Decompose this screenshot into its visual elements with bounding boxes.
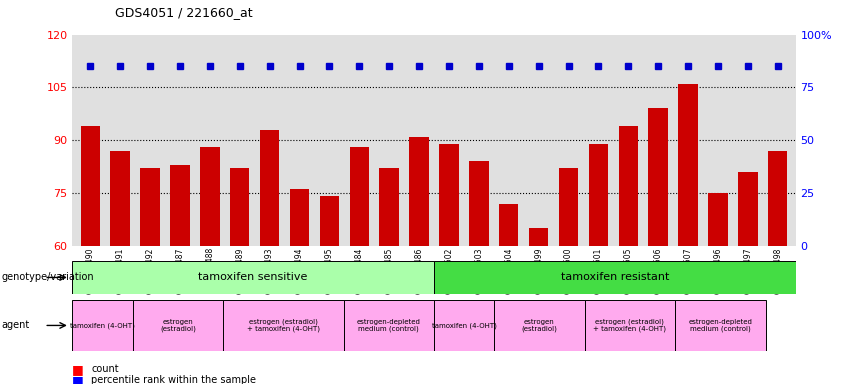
- Bar: [678, 84, 698, 246]
- Bar: [320, 197, 339, 246]
- Bar: [290, 189, 309, 246]
- Bar: [439, 144, 459, 246]
- Bar: [708, 193, 728, 246]
- Text: estrogen-depleted
medium (control): estrogen-depleted medium (control): [357, 319, 420, 332]
- Text: percentile rank within the sample: percentile rank within the sample: [91, 375, 256, 384]
- Bar: [350, 147, 369, 246]
- Bar: [648, 109, 668, 246]
- Bar: [499, 204, 518, 246]
- Bar: [469, 161, 488, 246]
- Bar: [559, 168, 578, 246]
- Bar: [494, 300, 585, 351]
- Text: ■: ■: [72, 374, 84, 384]
- Bar: [111, 151, 130, 246]
- Bar: [170, 165, 190, 246]
- Text: estrogen
(estradiol): estrogen (estradiol): [522, 319, 557, 332]
- Bar: [223, 300, 344, 351]
- Text: ■: ■: [72, 363, 84, 376]
- Bar: [434, 261, 796, 294]
- Bar: [200, 147, 220, 246]
- Text: agent: agent: [2, 320, 30, 331]
- Bar: [409, 137, 429, 246]
- Bar: [675, 300, 766, 351]
- Bar: [230, 168, 249, 246]
- Text: genotype/variation: genotype/variation: [2, 272, 94, 283]
- Text: tamoxifen (4-OHT): tamoxifen (4-OHT): [431, 322, 497, 329]
- Bar: [72, 300, 133, 351]
- Bar: [72, 261, 434, 294]
- Text: tamoxifen (4-OHT): tamoxifen (4-OHT): [70, 322, 135, 329]
- Bar: [140, 168, 160, 246]
- Bar: [738, 172, 757, 246]
- Bar: [260, 130, 279, 246]
- Bar: [380, 168, 399, 246]
- Bar: [585, 300, 675, 351]
- Text: GDS4051 / 221660_at: GDS4051 / 221660_at: [115, 6, 253, 19]
- Text: tamoxifen sensitive: tamoxifen sensitive: [198, 272, 308, 283]
- Text: estrogen (estradiol)
+ tamoxifen (4-OHT): estrogen (estradiol) + tamoxifen (4-OHT): [247, 318, 320, 333]
- Bar: [589, 144, 608, 246]
- Text: tamoxifen resistant: tamoxifen resistant: [561, 272, 669, 283]
- Text: estrogen-depleted
medium (control): estrogen-depleted medium (control): [688, 319, 752, 332]
- Text: count: count: [91, 364, 118, 374]
- Bar: [529, 228, 548, 246]
- Bar: [133, 300, 223, 351]
- Bar: [81, 126, 100, 246]
- Bar: [344, 300, 434, 351]
- Text: estrogen (estradiol)
+ tamoxifen (4-OHT): estrogen (estradiol) + tamoxifen (4-OHT): [593, 318, 666, 333]
- Bar: [434, 300, 494, 351]
- Text: estrogen
(estradiol): estrogen (estradiol): [160, 319, 196, 332]
- Bar: [768, 151, 787, 246]
- Bar: [619, 126, 638, 246]
